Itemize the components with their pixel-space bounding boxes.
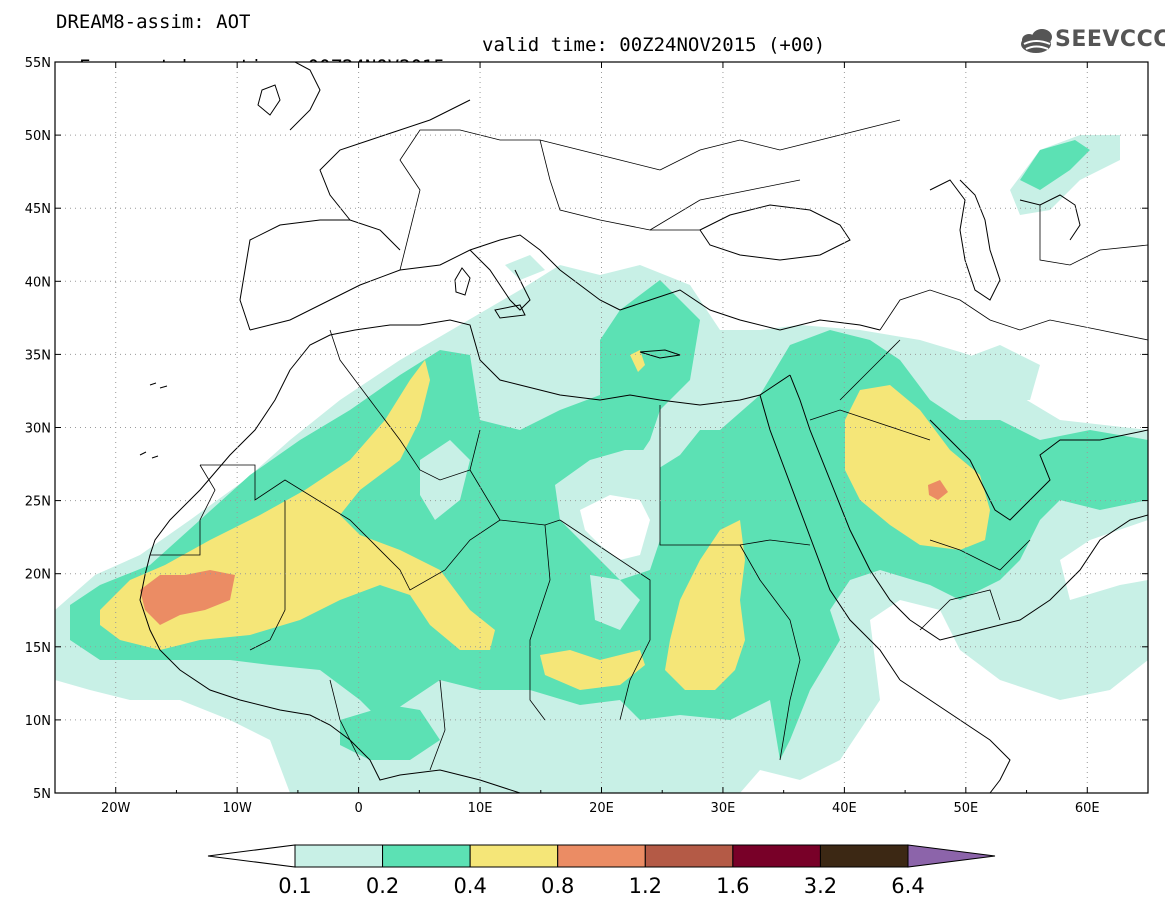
lon-tick-label: 60E: [1075, 801, 1100, 816]
colorbar-label: 6.4: [891, 874, 924, 898]
colorbar-segment: [294, 844, 384, 868]
lat-tick-label: 50N: [25, 129, 51, 144]
cloud-logo-icon: [1021, 29, 1052, 53]
lat-tick-label: 40N: [25, 275, 51, 290]
lon-tick-label: 20E: [589, 801, 614, 816]
coastlines: [139, 62, 1148, 793]
lat-tick-label: 15N: [25, 641, 51, 656]
lat-tick-label: 30N: [25, 422, 51, 437]
longitude-axis: 20W 10W 0 10E 20E 30E 40E 50E 60E: [54, 62, 1149, 816]
lat-tick-label: 20N: [25, 568, 51, 583]
lat-tick-label: 25N: [25, 495, 51, 510]
colorbar-segment: [732, 844, 821, 868]
lat-tick-label: 10N: [25, 714, 51, 729]
lat-tick-label: 45N: [25, 202, 51, 217]
colorbar-low-arrow: [207, 844, 296, 868]
colorbar-high-arrow: [907, 844, 996, 868]
colorbar-label: 0.2: [366, 874, 399, 898]
lon-tick-label: 50E: [953, 801, 978, 816]
aot-level-0.8: [140, 480, 948, 625]
latitude-axis: 55N 50N 45N 40N 35N 30N 25N 20N 15N 10N 5N: [25, 56, 1148, 802]
colorbar: 0.1 0.2 0.4 0.8 1.2 1.6 3.2 6.4: [207, 844, 996, 898]
colorbar-label: 0.4: [453, 874, 486, 898]
colorbar-label: 1.6: [716, 874, 749, 898]
lat-tick-label: 55N: [25, 56, 51, 71]
colorbar-label: 0.1: [278, 874, 311, 898]
lon-tick-label: 20W: [101, 801, 131, 816]
colorbar-segment: [382, 844, 471, 868]
colorbar-segment: [644, 844, 734, 868]
lon-tick-label: 40E: [832, 801, 857, 816]
aot-field: [55, 62, 1148, 793]
lon-tick-label: 30E: [711, 801, 736, 816]
map-title: DREAM8-assim: AOT: [56, 11, 251, 33]
lon-tick-label: 10W: [222, 801, 252, 816]
lat-tick-label: 35N: [25, 348, 51, 363]
lon-tick-label: 0: [354, 801, 362, 816]
logo-text: SEEVCCC: [1055, 27, 1165, 52]
valid-time: valid time: 00Z24NOV2015 (+00): [482, 34, 826, 56]
colorbar-label: 0.8: [541, 874, 574, 898]
colorbar-segment: [557, 844, 646, 868]
colorbar-segment: [819, 844, 909, 868]
lon-tick-label: 10E: [468, 801, 493, 816]
colorbar-label: 1.2: [629, 874, 662, 898]
lat-tick-label: 5N: [33, 787, 51, 802]
grid-lines: [55, 62, 1148, 793]
country-borders: [150, 119, 1148, 771]
colorbar-segment: [469, 844, 559, 868]
aot-clear-hole: [580, 495, 650, 560]
colorbar-label: 3.2: [804, 874, 837, 898]
